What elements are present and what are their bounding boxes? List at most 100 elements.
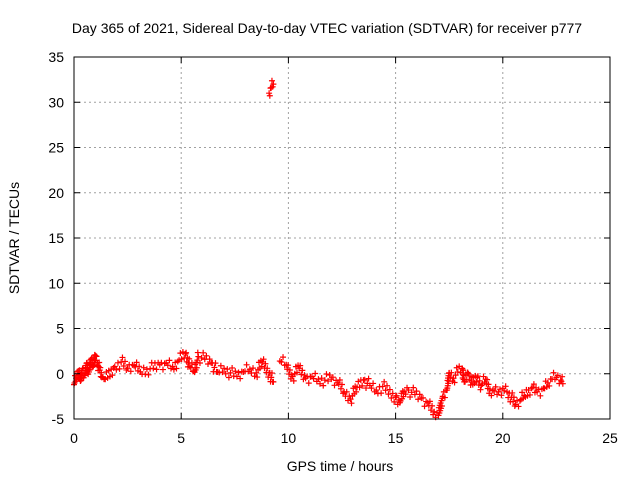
- data-point: [441, 394, 448, 401]
- data-point: [133, 359, 140, 366]
- data-point: [221, 365, 228, 372]
- data-point: [410, 384, 417, 391]
- data-point: [93, 353, 100, 360]
- data-point: [452, 372, 459, 379]
- data-point: [298, 371, 305, 378]
- data-point: [510, 394, 517, 401]
- data-point: [212, 360, 219, 367]
- data-point: [393, 392, 400, 399]
- data-point: [385, 391, 392, 398]
- data-point: [460, 367, 467, 374]
- data-point: [150, 365, 157, 372]
- data-point: [488, 392, 495, 399]
- data-point: [268, 370, 275, 377]
- data-point: [339, 381, 345, 388]
- data-point: [290, 377, 297, 384]
- data-point: [509, 389, 516, 396]
- data-point: [269, 83, 276, 90]
- data-point: [250, 365, 257, 372]
- data-point: [183, 349, 190, 356]
- data-point: [519, 389, 526, 396]
- data-point: [373, 387, 380, 394]
- data-point: [198, 354, 205, 361]
- data-point: [370, 380, 377, 387]
- data-point: [419, 394, 426, 401]
- data-point: [426, 398, 433, 405]
- data-point: [77, 377, 84, 384]
- data-point: [407, 393, 414, 400]
- data-point: [211, 364, 218, 371]
- data-point: [268, 374, 275, 381]
- x-tick-label: 20: [495, 430, 511, 446]
- data-point: [286, 371, 293, 378]
- data-point: [502, 383, 509, 390]
- y-tick-label: 10: [48, 275, 64, 291]
- data-point: [447, 374, 454, 381]
- data-point: [381, 378, 388, 385]
- data-point: [270, 81, 277, 88]
- data-point: [195, 353, 202, 360]
- data-point: [415, 396, 422, 403]
- data-point: [145, 371, 152, 378]
- data-point: [136, 363, 143, 370]
- data-point: [477, 386, 484, 393]
- data-point: [464, 369, 471, 376]
- data-point: [321, 377, 328, 384]
- data-point: [203, 352, 210, 359]
- data-point: [516, 397, 523, 404]
- y-tick-label: 0: [56, 366, 64, 382]
- data-point: [297, 362, 304, 369]
- data-point: [391, 398, 398, 405]
- data-point: [260, 356, 267, 363]
- data-point: [114, 359, 121, 366]
- data-point: [526, 391, 533, 398]
- data-point: [554, 372, 561, 379]
- data-point: [416, 391, 423, 398]
- data-point: [559, 373, 566, 380]
- data-point: [431, 408, 438, 415]
- data-point: [200, 349, 207, 356]
- data-point: [227, 369, 234, 376]
- data-point: [353, 388, 360, 395]
- data-point: [337, 385, 344, 392]
- data-point: [530, 381, 537, 388]
- data-point: [368, 385, 375, 392]
- data-point: [312, 370, 319, 377]
- data-point: [124, 365, 131, 372]
- data-point: [120, 362, 127, 369]
- data-point: [217, 362, 224, 369]
- data-point: [111, 363, 118, 370]
- data-point: [270, 378, 277, 385]
- x-axis-label: GPS time / hours: [287, 458, 394, 474]
- data-point: [96, 359, 103, 366]
- grid: [74, 57, 610, 419]
- data-point: [301, 372, 308, 379]
- data-point: [550, 369, 557, 376]
- data-point: [379, 383, 386, 390]
- data-point: [116, 365, 123, 372]
- axis-ticks: 0 5 10 15 20 25 -5 0 5 10 15 20 25 30 35: [48, 49, 618, 446]
- data-point: [186, 363, 193, 370]
- data-point: [262, 360, 269, 367]
- data-point: [193, 364, 200, 371]
- y-tick-label: 5: [56, 321, 64, 337]
- data-point: [174, 358, 181, 365]
- data-point: [194, 357, 201, 364]
- data-point: [326, 372, 333, 379]
- data-point: [537, 392, 544, 399]
- data-point: [173, 365, 180, 372]
- data-point: [243, 361, 250, 368]
- data-point: [485, 381, 492, 388]
- data-points: [71, 77, 566, 421]
- data-point: [438, 402, 445, 409]
- data-point: [159, 366, 166, 373]
- data-point: [429, 402, 436, 409]
- data-point: [286, 366, 293, 373]
- data-point: [320, 382, 327, 389]
- data-point: [389, 390, 396, 397]
- data-point: [131, 362, 138, 369]
- data-point: [253, 369, 260, 376]
- data-point: [365, 375, 372, 382]
- data-point: [348, 400, 355, 407]
